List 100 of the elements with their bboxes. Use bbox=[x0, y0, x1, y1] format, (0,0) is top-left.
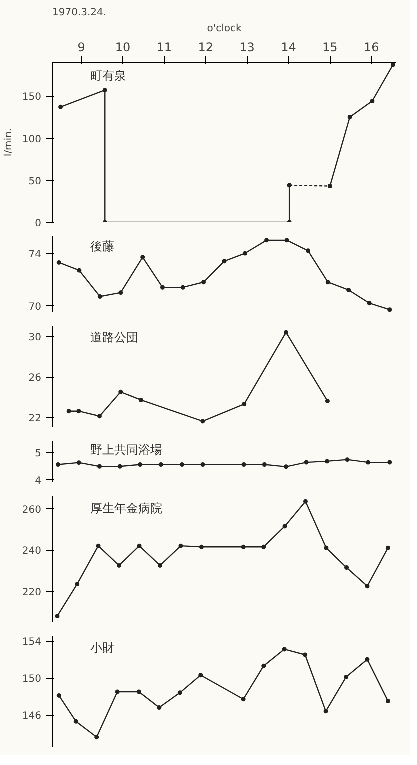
point bbox=[118, 464, 122, 469]
point bbox=[198, 673, 204, 678]
point bbox=[98, 464, 102, 469]
point bbox=[76, 460, 82, 466]
point bbox=[56, 260, 62, 265]
point bbox=[180, 285, 186, 290]
point bbox=[303, 652, 308, 658]
y-tick-label: 260 bbox=[22, 504, 42, 516]
point bbox=[200, 462, 206, 467]
point bbox=[366, 460, 371, 465]
point bbox=[115, 690, 120, 694]
y-tick-label: 22 bbox=[28, 413, 42, 424]
point bbox=[138, 398, 144, 402]
point bbox=[158, 462, 164, 467]
point bbox=[76, 409, 82, 414]
point bbox=[180, 462, 184, 467]
point bbox=[158, 563, 163, 568]
y-tick-label: 0 bbox=[35, 218, 42, 230]
y-tick-label: 146 bbox=[22, 711, 42, 722]
y-tick-label: 154 bbox=[22, 637, 42, 648]
point bbox=[262, 664, 266, 668]
point bbox=[199, 544, 204, 550]
point bbox=[74, 719, 78, 724]
point bbox=[96, 544, 101, 548]
point bbox=[56, 693, 62, 698]
point bbox=[365, 584, 370, 589]
y-tick-label: 4 bbox=[35, 476, 42, 487]
point bbox=[324, 709, 328, 714]
point bbox=[345, 458, 350, 462]
point bbox=[326, 280, 330, 285]
point bbox=[116, 563, 122, 568]
point bbox=[344, 566, 350, 570]
point bbox=[178, 544, 184, 548]
text: 1970.3.24. bbox=[52, 8, 107, 18]
y-tick-label: 220 bbox=[22, 588, 42, 599]
point bbox=[262, 462, 267, 467]
y-axis-title: l/min. bbox=[3, 128, 14, 157]
point bbox=[262, 544, 266, 550]
chart-title: 道路公団 bbox=[90, 330, 138, 345]
point bbox=[346, 288, 352, 292]
point bbox=[178, 690, 182, 696]
point bbox=[304, 460, 309, 465]
point bbox=[98, 294, 102, 300]
point bbox=[303, 499, 308, 504]
y-tick-label: 74 bbox=[28, 250, 42, 261]
x-tick-label: 16 bbox=[364, 40, 380, 54]
point bbox=[242, 462, 246, 467]
point bbox=[325, 459, 330, 464]
point bbox=[388, 460, 392, 465]
point bbox=[365, 657, 370, 662]
point bbox=[140, 255, 146, 260]
chart-title: 小財 bbox=[90, 640, 114, 655]
point bbox=[66, 409, 72, 414]
x-tick-label: 12 bbox=[198, 40, 214, 54]
point bbox=[306, 248, 310, 254]
point bbox=[241, 697, 246, 702]
point bbox=[324, 546, 329, 550]
x-tick-label: 14 bbox=[281, 40, 296, 54]
point bbox=[137, 544, 142, 548]
point bbox=[136, 690, 142, 694]
point bbox=[348, 114, 352, 120]
point bbox=[242, 251, 248, 256]
y-tick-label: 26 bbox=[28, 373, 42, 384]
point bbox=[202, 280, 206, 285]
point bbox=[284, 330, 289, 335]
y-tick-label: 5 bbox=[35, 448, 42, 460]
point bbox=[344, 674, 349, 680]
text: 町有泉 bbox=[90, 68, 126, 83]
point bbox=[388, 308, 392, 312]
point bbox=[242, 402, 247, 407]
point bbox=[222, 259, 227, 264]
point bbox=[284, 238, 290, 243]
point bbox=[264, 238, 270, 243]
point bbox=[75, 582, 80, 587]
point bbox=[390, 62, 396, 68]
y-tick-label: 150 bbox=[22, 92, 42, 104]
point bbox=[118, 290, 124, 296]
y-tick-label: 150 bbox=[22, 674, 42, 686]
point bbox=[282, 524, 288, 529]
point bbox=[284, 464, 289, 470]
text: 厚生年金病院 bbox=[90, 502, 162, 516]
point bbox=[94, 735, 100, 740]
point bbox=[386, 546, 390, 550]
chart-title: 野上共同浴場 bbox=[90, 443, 162, 458]
point bbox=[55, 614, 60, 619]
point bbox=[118, 390, 124, 394]
point bbox=[160, 285, 165, 290]
y-tick-label: 30 bbox=[28, 332, 42, 344]
point bbox=[138, 462, 143, 467]
point bbox=[77, 268, 82, 273]
x-tick-label: 10 bbox=[115, 40, 131, 54]
point bbox=[241, 544, 246, 550]
x-tick-label: 13 bbox=[240, 40, 255, 54]
x-tick-label: 15 bbox=[322, 40, 338, 54]
x-tick-label: 11 bbox=[156, 40, 172, 54]
y-tick-label: 50 bbox=[28, 176, 42, 188]
point bbox=[200, 419, 206, 424]
point bbox=[56, 462, 61, 467]
x-tick-label: 9 bbox=[78, 40, 86, 54]
y-tick-label: 240 bbox=[22, 546, 42, 558]
